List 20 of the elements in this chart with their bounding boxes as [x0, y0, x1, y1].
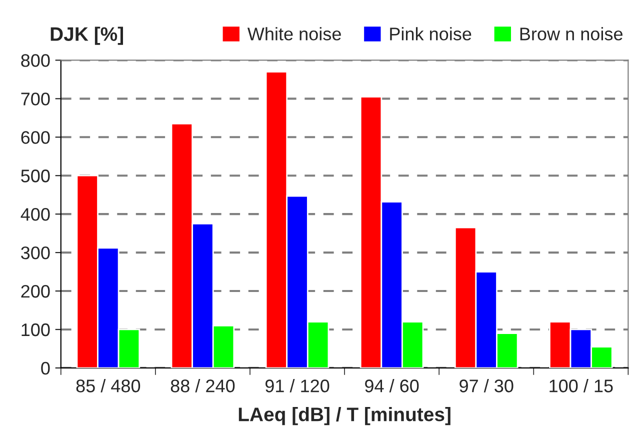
x-axis-title: LAeq [dB] / T [minutes] [238, 407, 450, 426]
y-tick-label: 100 [22, 323, 50, 336]
y-tick-label: 0 [41, 362, 50, 375]
y-axis-title: DJK [%] [50, 26, 123, 45]
y-tick-label: 700 [21, 92, 50, 106]
legend-label: Pink noise [390, 27, 472, 40]
legend-label: Brow n noise [520, 27, 622, 40]
x-tick-label: 97 / 30 [460, 379, 514, 392]
legend-label: White noise [247, 27, 341, 40]
y-tick-label: 500 [21, 170, 50, 182]
y-tick-label: 300 [21, 246, 50, 260]
y-tick-label: 600 [21, 131, 50, 144]
y-tick-label: 200 [21, 284, 50, 298]
x-tick-label: 100 / 15 [550, 379, 613, 392]
y-tick-label: 800 [21, 54, 50, 67]
x-tick-label: 91 / 120 [265, 379, 330, 392]
y-tick-label: 400 [20, 208, 50, 221]
x-tick-label: 85 / 480 [76, 379, 140, 392]
x-tick-label: 94 / 60 [365, 379, 419, 392]
x-tick-label: 88 / 240 [170, 379, 235, 392]
